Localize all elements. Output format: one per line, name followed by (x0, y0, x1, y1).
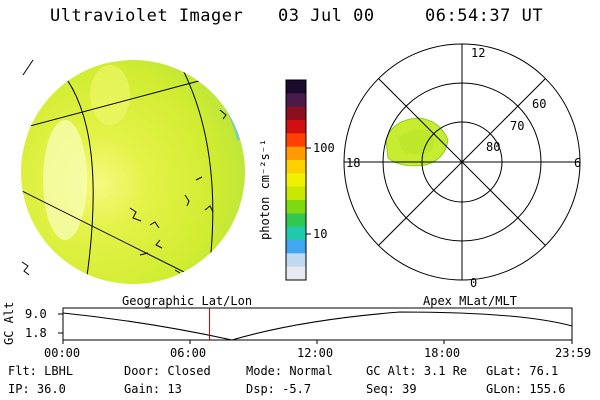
glat-value: 76.1 (529, 364, 559, 378)
seq-field: Seq: 39 (366, 382, 417, 396)
mlt-label-12: 12 (471, 46, 486, 60)
colorbar-band (286, 200, 306, 214)
x-tick-1800: 18:00 (424, 346, 461, 360)
x-tick-0000: 00:00 (44, 346, 81, 360)
gc-alt-value: 3.1 Re (423, 364, 468, 378)
mlt-label-6: 6 (574, 156, 582, 170)
mode-field: Mode: Normal (246, 364, 333, 378)
colorbar-band (286, 146, 306, 161)
ip-field: IP: 36.0 (8, 382, 66, 396)
mlt-label-0: 0 (470, 276, 478, 290)
gc-alt-axis-label: GC Alt (2, 301, 16, 345)
door-field: Door: Closed (124, 364, 211, 378)
colorbar (286, 80, 306, 281)
time-label: 06:54:37 UT (425, 6, 544, 26)
polar-plot (343, 43, 581, 281)
colorbar-band (286, 226, 306, 241)
colorbar-tick-100: 100 (313, 141, 335, 155)
x-tick-0600: 06:00 (170, 346, 207, 360)
colorbar-band (286, 213, 306, 228)
colorbar-band (286, 173, 306, 188)
colorbar-band (286, 93, 306, 108)
glon-field: GLon: 155.6 (486, 382, 566, 396)
colorbar-band (286, 80, 306, 94)
dsp-field: Dsp: -5.7 (246, 382, 312, 396)
glon-value: 155.6 (529, 382, 566, 396)
colorbar-band (286, 253, 306, 268)
y-tick-1-8: 1.8 (25, 326, 47, 340)
apex-title: Apex MLat/MLT (423, 294, 517, 308)
seq-value: 39 (402, 382, 417, 396)
colorbar-band (286, 240, 306, 254)
colorbar-band (286, 106, 306, 121)
door-value: Closed (167, 364, 211, 378)
lat-label-60: 60 (532, 97, 547, 111)
colorbar-unit-label: photon cm⁻²s⁻¹ (258, 138, 272, 240)
lat-label-70: 70 (510, 119, 525, 133)
mlt-label-18: 18 (346, 156, 361, 170)
geographic-title: Geographic Lat/Lon (122, 294, 253, 308)
lat-label-80: 80 (486, 140, 501, 154)
ip-value: 36.0 (36, 382, 66, 396)
gain-value: 13 (167, 382, 182, 396)
bright-region-upper (90, 65, 130, 125)
mode-value: Normal (289, 364, 333, 378)
flt-value: LBHL (44, 364, 74, 378)
x-tick-1200: 12:00 (297, 346, 334, 360)
altitude-curve (62, 311, 573, 341)
colorbar-band (286, 186, 306, 201)
date-label: 03 Jul 00 (278, 6, 375, 26)
bright-region (43, 120, 87, 240)
y-tick-9: 9.0 (25, 307, 47, 321)
colorbar-tick-10: 10 (313, 227, 328, 241)
flt-field: Flt: LBHL (8, 364, 74, 378)
gc-alt-field: GC Alt: 3.1 Re (366, 364, 468, 378)
timeline-plot (58, 307, 573, 344)
earth-disk-image (21, 59, 245, 284)
colorbar-band (286, 266, 306, 281)
gain-field: Gain: 13 (124, 382, 182, 396)
colorbar-band (286, 160, 306, 174)
dsp-value: -5.7 (282, 382, 312, 396)
instrument-title: Ultraviolet Imager (50, 6, 244, 26)
glat-field: GLat: 76.1 (486, 364, 559, 378)
x-tick-2359: 23:59 (555, 346, 592, 360)
colorbar-band (286, 120, 306, 134)
colorbar-band (286, 133, 306, 148)
